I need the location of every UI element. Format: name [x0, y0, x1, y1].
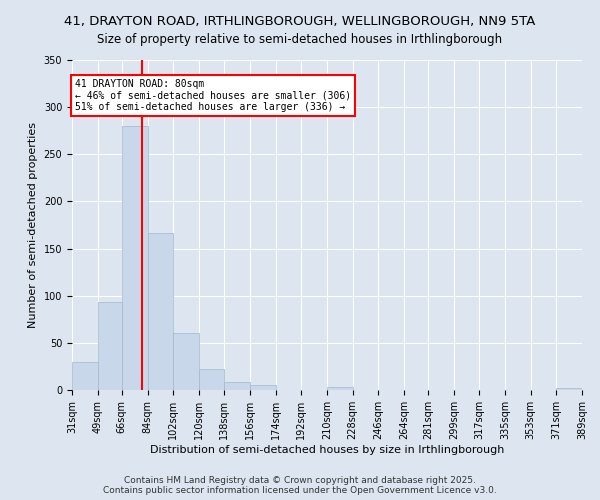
Text: 41 DRAYTON ROAD: 80sqm
← 46% of semi-detached houses are smaller (306)
51% of se: 41 DRAYTON ROAD: 80sqm ← 46% of semi-det…: [75, 79, 351, 112]
Bar: [72, 362, 98, 390]
Bar: [224, 382, 250, 390]
Bar: [250, 386, 276, 390]
X-axis label: Distribution of semi-detached houses by size in Irthlingborough: Distribution of semi-detached houses by …: [150, 444, 504, 454]
Bar: [556, 388, 582, 390]
Text: Size of property relative to semi-detached houses in Irthlingborough: Size of property relative to semi-detach…: [97, 32, 503, 46]
Bar: [122, 126, 148, 390]
Bar: [199, 370, 224, 390]
Bar: [148, 232, 173, 390]
Bar: [327, 387, 353, 390]
Text: Contains HM Land Registry data © Crown copyright and database right 2025.
Contai: Contains HM Land Registry data © Crown c…: [103, 476, 497, 495]
Bar: [173, 334, 199, 390]
Bar: [98, 302, 122, 390]
Text: 41, DRAYTON ROAD, IRTHLINGBOROUGH, WELLINGBOROUGH, NN9 5TA: 41, DRAYTON ROAD, IRTHLINGBOROUGH, WELLI…: [64, 15, 536, 28]
Y-axis label: Number of semi-detached properties: Number of semi-detached properties: [28, 122, 38, 328]
